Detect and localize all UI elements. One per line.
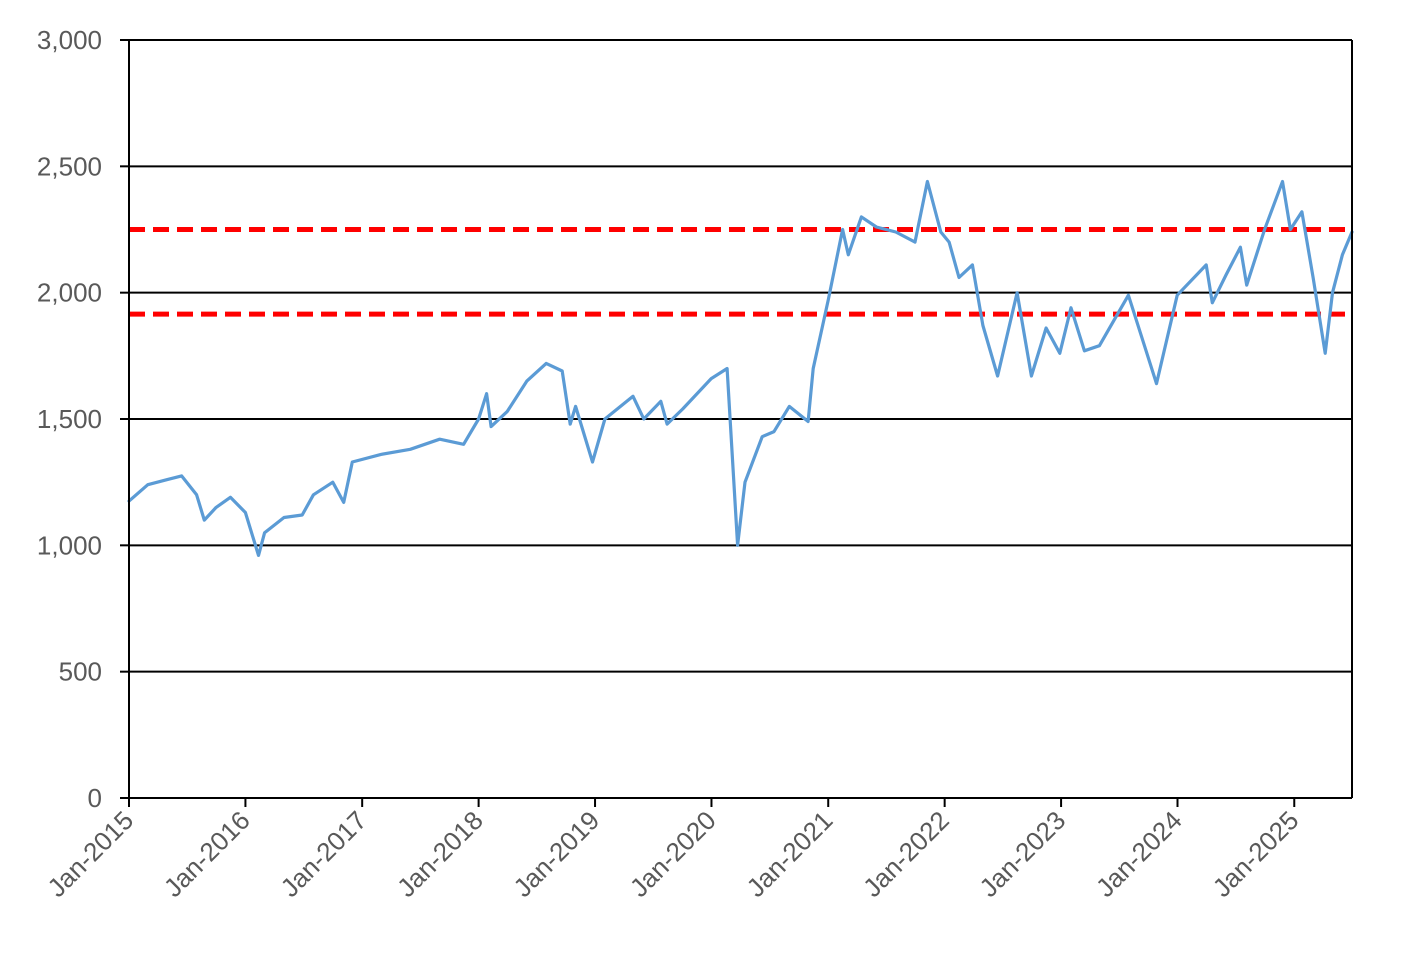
x-tick-label: Jan-2025 — [1207, 805, 1305, 903]
x-tick-label: Jan-2022 — [857, 805, 955, 903]
x-tick-label: Jan-2018 — [391, 805, 489, 903]
y-tick-label: 0 — [88, 783, 102, 813]
y-tick-labels: 0 500 1,000 1,500 2,000 2,500 3,000 — [37, 25, 102, 813]
series-layer — [127, 179, 1354, 557]
x-tick-label: Jan-2023 — [973, 805, 1071, 903]
series-line — [127, 179, 1354, 557]
x-tick-labels: Jan-2015 Jan-2016 Jan-2017 Jan-2018 Jan-2019… — [41, 805, 1304, 903]
y-tick-label: 500 — [59, 657, 102, 687]
x-tick-label: Jan-2024 — [1090, 805, 1188, 903]
reference-lines — [129, 227, 1352, 317]
x-tick-label: Jan-2019 — [507, 805, 605, 903]
x-tick-label: Jan-2021 — [741, 805, 839, 903]
y-tick-label: 2,500 — [37, 151, 102, 181]
x-tick-label: Jan-2015 — [41, 805, 139, 903]
x-tick-label: Jan-2020 — [624, 805, 722, 903]
y-tick-label: 3,000 — [37, 25, 102, 55]
gridlines — [129, 39, 1352, 673]
y-tick-label: 1,000 — [37, 530, 102, 560]
x-tick-label: Jan-2017 — [275, 805, 373, 903]
y-tick-label: 1,500 — [37, 404, 102, 434]
y-tick-label: 2,000 — [37, 278, 102, 308]
axes — [120, 39, 1353, 807]
x-tick-label: Jan-2016 — [158, 805, 256, 903]
